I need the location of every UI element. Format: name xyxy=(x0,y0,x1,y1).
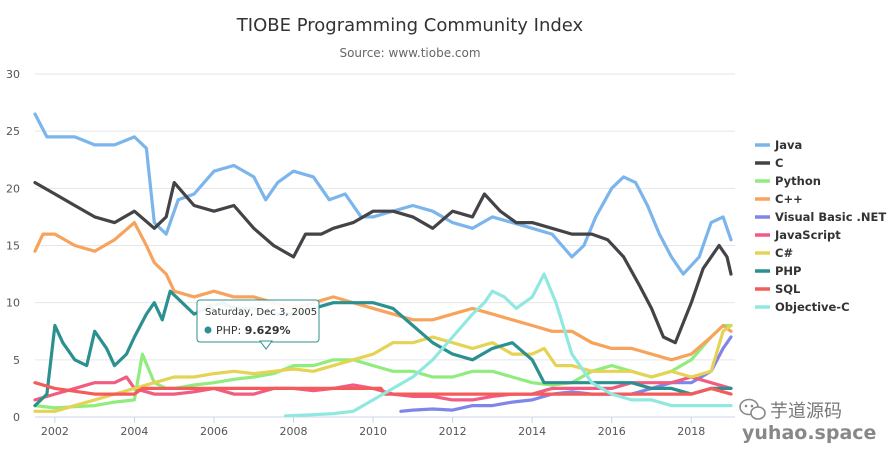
legend-label: C xyxy=(775,156,783,170)
y-tick-label: 5 xyxy=(13,354,20,367)
chart-subtitle: Source: www.tiobe.com xyxy=(339,46,480,60)
y-tick-label: 0 xyxy=(13,411,20,424)
x-tick-label: 2008 xyxy=(280,425,308,438)
x-tick-label: 2018 xyxy=(677,425,705,438)
y-tick-label: 15 xyxy=(6,240,20,253)
watermark-cn: 芋道源码 xyxy=(770,401,842,422)
legend-label: PHP xyxy=(775,264,801,278)
watermark: 芋道源码 yuhao.space xyxy=(739,398,876,444)
x-tick-label: 2012 xyxy=(439,425,467,438)
legend-item[interactable]: PHP xyxy=(755,264,801,278)
series-line-4[interactable] xyxy=(399,335,733,413)
legend-label: Python xyxy=(775,174,821,188)
legend-item[interactable]: C# xyxy=(755,246,793,260)
legend-item[interactable]: Objective-C xyxy=(755,300,850,314)
series-line-9[interactable] xyxy=(284,272,733,418)
x-axis: 2002 2004 2006 2008 2010 2012 2014 2016 2018 xyxy=(41,417,705,438)
series-line-0[interactable] xyxy=(33,112,733,276)
legend-label: JavaScript xyxy=(774,228,841,242)
tooltip-date: Saturday, Dec 3, 2005 xyxy=(205,307,317,318)
legend-item[interactable]: Visual Basic .NET xyxy=(755,210,886,224)
legend-item[interactable]: JavaScript xyxy=(755,228,841,242)
x-tick-label: 2002 xyxy=(41,425,69,438)
series-line-2[interactable] xyxy=(33,323,733,410)
wechat-icon xyxy=(739,398,766,420)
x-tick-label: 2010 xyxy=(359,425,387,438)
legend-item[interactable]: C++ xyxy=(755,192,803,206)
legend-item[interactable]: C xyxy=(755,156,783,170)
legend-label: Visual Basic .NET xyxy=(775,210,886,224)
series-line-3[interactable] xyxy=(33,221,733,362)
series-line-6[interactable] xyxy=(33,323,733,413)
legend-label: Java xyxy=(774,138,802,152)
x-tick-label: 2006 xyxy=(200,425,228,438)
legend-label: C++ xyxy=(775,192,803,206)
series-line-8[interactable] xyxy=(33,381,733,396)
y-axis: 0 5 10 15 20 25 30 xyxy=(6,68,20,424)
x-tick-label: 2014 xyxy=(518,425,546,438)
legend-item[interactable]: Python xyxy=(755,174,821,188)
tooltip-box xyxy=(196,299,320,343)
watermark-en: yuhao.space xyxy=(742,422,876,444)
tooltip-value: 9.629% xyxy=(245,324,291,337)
tooltip-pointer xyxy=(259,340,273,350)
x-tick-label: 2004 xyxy=(120,425,148,438)
tooltip: Saturday, Dec 3, 2005 PHP: 9.629% xyxy=(196,299,320,350)
tooltip-series-name: PHP xyxy=(216,324,238,337)
y-tick-label: 30 xyxy=(6,68,20,81)
x-tick-label: 2016 xyxy=(598,425,626,438)
legend-label: C# xyxy=(775,246,793,260)
y-tick-label: 25 xyxy=(6,125,20,138)
legend-label: SQL xyxy=(775,282,801,296)
tooltip-series-marker xyxy=(204,326,212,334)
y-tick-label: 20 xyxy=(6,182,20,195)
legend-label: Objective-C xyxy=(775,300,850,314)
series-lines xyxy=(33,112,733,418)
series-line-1[interactable] xyxy=(33,181,733,345)
legend-item[interactable]: Java xyxy=(755,138,802,152)
legend-item[interactable]: SQL xyxy=(755,282,801,296)
tooltip-body: PHP: 9.629% xyxy=(216,324,291,337)
chart-title: TIOBE Programming Community Index xyxy=(236,15,584,36)
legend: Java C Python C++ Visual Basic .NET JavaScrip… xyxy=(755,138,886,314)
y-tick-label: 10 xyxy=(6,297,20,310)
